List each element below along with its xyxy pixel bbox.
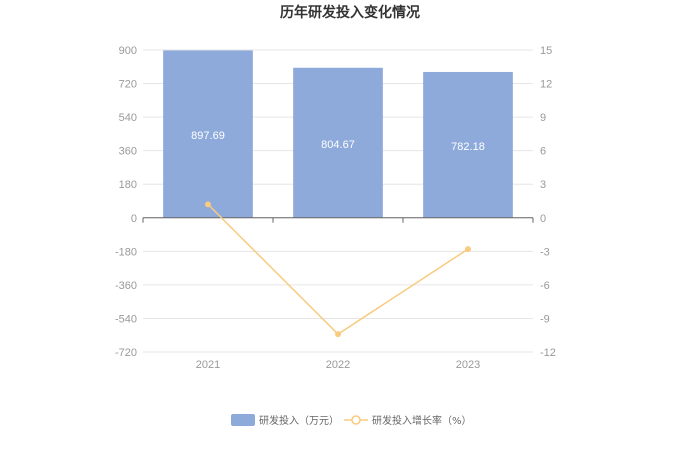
left-tick-label: 720 — [119, 79, 137, 91]
right-tick-label: 15 — [540, 45, 552, 57]
right-tick-label: -6 — [540, 280, 550, 292]
right-tick-label: -3 — [540, 246, 550, 258]
left-tick-label: -360 — [115, 280, 137, 292]
bar-series: 897.69 804.67 782.18 — [163, 50, 513, 218]
left-y-axis: 900 720 540 360 180 0 -180 -360 -540 -720 — [115, 45, 137, 359]
bar-data-label: 804.67 — [321, 139, 355, 151]
legend: 研发投入（万元） 研发投入增长率（%） — [231, 414, 472, 427]
x-tick-label: 2023 — [456, 359, 480, 371]
right-tick-label: -9 — [540, 313, 550, 325]
line-point — [335, 331, 341, 338]
line-point — [205, 201, 211, 208]
legend-label-line: 研发投入增长率（%） — [372, 414, 472, 427]
left-tick-label: 360 — [119, 146, 137, 158]
right-tick-label: 3 — [540, 179, 546, 191]
left-tick-label: -180 — [115, 246, 137, 258]
left-tick-label: -720 — [115, 347, 137, 359]
right-tick-label: 0 — [540, 213, 546, 225]
right-tick-label: -12 — [540, 347, 556, 359]
right-tick-label: 9 — [540, 112, 546, 124]
bar-data-label: 897.69 — [191, 130, 225, 142]
x-tick-label: 2021 — [196, 359, 220, 371]
right-tick-label: 12 — [540, 79, 552, 91]
legend-swatch-bar — [231, 414, 255, 426]
bar — [423, 71, 513, 218]
bar — [163, 50, 253, 218]
legend-label-bar: 研发投入（万元） — [259, 414, 339, 427]
right-tick-label: 6 — [540, 146, 546, 158]
right-y-axis: 15 12 9 6 3 0 -3 -6 -9 -12 — [540, 45, 556, 359]
growth-line — [207, 203, 469, 336]
left-tick-label: 0 — [131, 213, 137, 225]
chart-title: 历年研发投入变化情况 — [280, 4, 420, 21]
line-point — [465, 246, 471, 253]
legend-marker-line — [351, 415, 361, 425]
left-tick-label: -540 — [115, 313, 137, 325]
bar-data-label: 782.18 — [451, 141, 485, 153]
x-axis-ticks: 2021 2022 2023 — [196, 359, 480, 371]
x-axis — [142, 217, 534, 223]
left-tick-label: 900 — [119, 45, 137, 57]
bar — [293, 67, 383, 218]
line-series — [205, 201, 471, 338]
left-tick-label: 540 — [119, 112, 137, 124]
x-tick-label: 2022 — [326, 359, 350, 371]
left-tick-label: 180 — [119, 179, 137, 191]
